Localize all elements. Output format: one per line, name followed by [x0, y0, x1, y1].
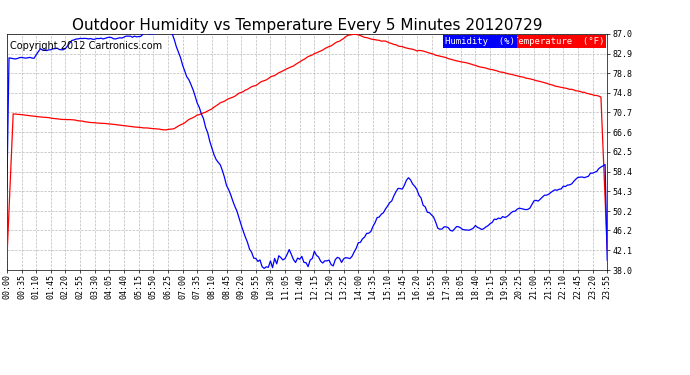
Text: Temperature  (°F): Temperature (°F)	[513, 37, 604, 46]
Text: Humidity  (%): Humidity (%)	[445, 37, 515, 46]
Text: Copyright 2012 Cartronics.com: Copyright 2012 Cartronics.com	[10, 41, 162, 51]
Title: Outdoor Humidity vs Temperature Every 5 Minutes 20120729: Outdoor Humidity vs Temperature Every 5 …	[72, 18, 542, 33]
